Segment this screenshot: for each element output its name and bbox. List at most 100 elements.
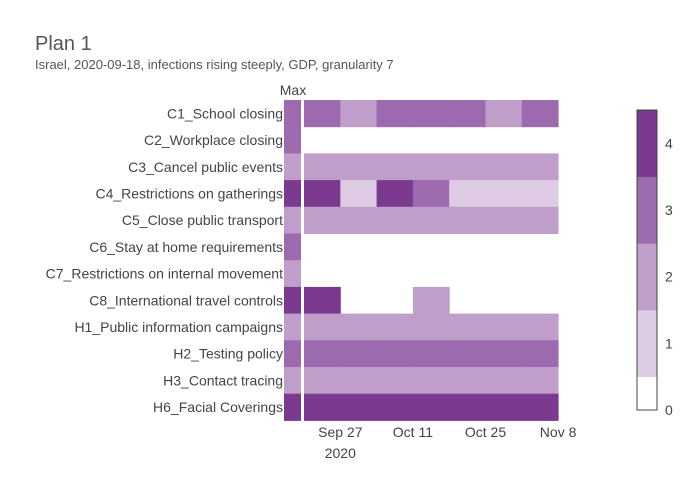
heatmap-cell xyxy=(376,340,414,368)
heatmap-cell xyxy=(485,153,523,181)
heatmap-cell xyxy=(485,180,523,208)
row-label: C3_Cancel public events xyxy=(128,159,283,175)
heatmap-cell xyxy=(521,100,559,128)
heatmap-cell xyxy=(304,367,341,395)
heatmap-cell xyxy=(485,393,523,421)
heatmap-cell xyxy=(521,313,559,341)
max-cell xyxy=(284,393,301,421)
heatmap-cells xyxy=(304,100,559,421)
heatmap-cell xyxy=(304,313,341,341)
row-label: C7_Restrictions on internal movement xyxy=(46,266,283,282)
max-cell xyxy=(284,313,301,341)
heatmap-cell xyxy=(449,313,486,341)
heatmap-cell xyxy=(304,393,341,421)
heatmap-cell xyxy=(485,367,523,395)
max-cell xyxy=(284,367,301,395)
max-cell xyxy=(284,100,301,128)
heatmap-cell xyxy=(304,153,341,181)
heatmap-cell xyxy=(521,180,559,208)
heatmap-cell xyxy=(521,153,559,181)
heatmap-cell xyxy=(449,206,486,234)
chart-subtitle: Israel, 2020-09-18, infections rising st… xyxy=(35,57,394,72)
row-label: H2_Testing policy xyxy=(173,346,283,362)
max-cell xyxy=(284,180,301,208)
row-label: C2_Workplace closing xyxy=(144,132,283,148)
colorbar-segment xyxy=(637,243,657,311)
heatmap-cell xyxy=(340,313,378,341)
heatmap-cell xyxy=(449,153,486,181)
x-axis: Sep 27 2020 Oct 11 Oct 25 Nov 8 xyxy=(318,424,576,461)
max-cell xyxy=(284,260,301,288)
heatmap-cell xyxy=(304,100,341,128)
colorbar-tick-label: 4 xyxy=(665,135,673,151)
max-cell xyxy=(284,286,301,315)
colorbar-tick-label: 2 xyxy=(665,269,673,285)
heatmap-cell xyxy=(340,340,378,368)
heatmap-cell xyxy=(376,313,414,341)
colorbar-segment xyxy=(637,310,657,377)
row-label: C5_Close public transport xyxy=(122,212,283,228)
max-column xyxy=(284,100,301,421)
heatmap-cell xyxy=(412,180,450,208)
heatmap-cell xyxy=(304,340,341,368)
heatmap-cell xyxy=(412,340,450,368)
row-label: H6_Facial Coverings xyxy=(153,399,283,415)
heatmap-cell xyxy=(340,153,378,181)
heatmap-cell xyxy=(376,180,414,208)
heatmap-cell xyxy=(449,340,486,368)
colorbar-tick-label: 0 xyxy=(665,402,673,418)
max-cell xyxy=(284,153,301,181)
heatmap-cell xyxy=(376,153,414,181)
colorbar-tick-label: 3 xyxy=(665,202,673,218)
colorbar-tick-label: 1 xyxy=(665,335,673,351)
heatmap-cell xyxy=(521,367,559,395)
heatmap-cell xyxy=(449,393,486,421)
heatmap-cell xyxy=(412,153,450,181)
heatmap-cell xyxy=(304,286,341,315)
heatmap-cell xyxy=(412,206,450,234)
row-label: H3_Contact tracing xyxy=(163,372,283,388)
colorbar-segment xyxy=(637,110,657,177)
row-label: C6_Stay at home requirements xyxy=(89,239,283,255)
heatmap-cell xyxy=(521,206,559,234)
row-label: C1_School closing xyxy=(167,105,283,121)
colorbar-segment xyxy=(637,376,657,411)
heatmap-cell xyxy=(340,206,378,234)
heatmap-cell xyxy=(376,393,414,421)
heatmap-cell xyxy=(376,367,414,395)
x-tick-label: Sep 27 xyxy=(318,424,363,440)
row-labels: C1_School closing C2_Workplace closing C3_… xyxy=(46,105,283,415)
row-label: C4_Restrictions on gatherings xyxy=(95,185,283,201)
row-label: H1_Public information campaigns xyxy=(74,319,283,335)
colorbar-border xyxy=(636,109,658,411)
heatmap-cell xyxy=(521,340,559,368)
heatmap-cell xyxy=(304,206,341,234)
max-cell xyxy=(284,233,301,261)
heatmap-cell xyxy=(340,180,378,208)
heatmap-cell xyxy=(304,180,341,208)
row-label: C8_International travel controls xyxy=(89,292,283,308)
heatmap-cell xyxy=(412,393,450,421)
chart-title: Plan 1 xyxy=(35,33,92,55)
heatmap-cell xyxy=(340,393,378,421)
max-cell xyxy=(284,126,301,154)
heatmap-cell xyxy=(449,367,486,395)
heatmap-cell xyxy=(521,393,559,421)
x-tick-sublabel: 2020 xyxy=(325,445,356,461)
heatmap-cell xyxy=(485,340,523,368)
heatmap-cell xyxy=(412,100,450,128)
x-tick-label: Oct 25 xyxy=(465,424,506,440)
max-cell xyxy=(284,340,301,368)
heatmap-cell xyxy=(449,100,486,128)
heatmap-cell xyxy=(412,313,450,341)
heatmap-cell xyxy=(376,100,414,128)
max-column-label: Max xyxy=(280,82,306,98)
heatmap-cell xyxy=(412,286,450,315)
max-cell xyxy=(284,206,301,234)
heatmap-cell xyxy=(376,206,414,234)
heatmap-cell xyxy=(485,206,523,234)
heatmap-cell xyxy=(340,367,378,395)
x-tick-label: Oct 11 xyxy=(393,424,433,440)
heatmap-cell xyxy=(412,367,450,395)
x-tick-label: Nov 8 xyxy=(540,424,577,440)
